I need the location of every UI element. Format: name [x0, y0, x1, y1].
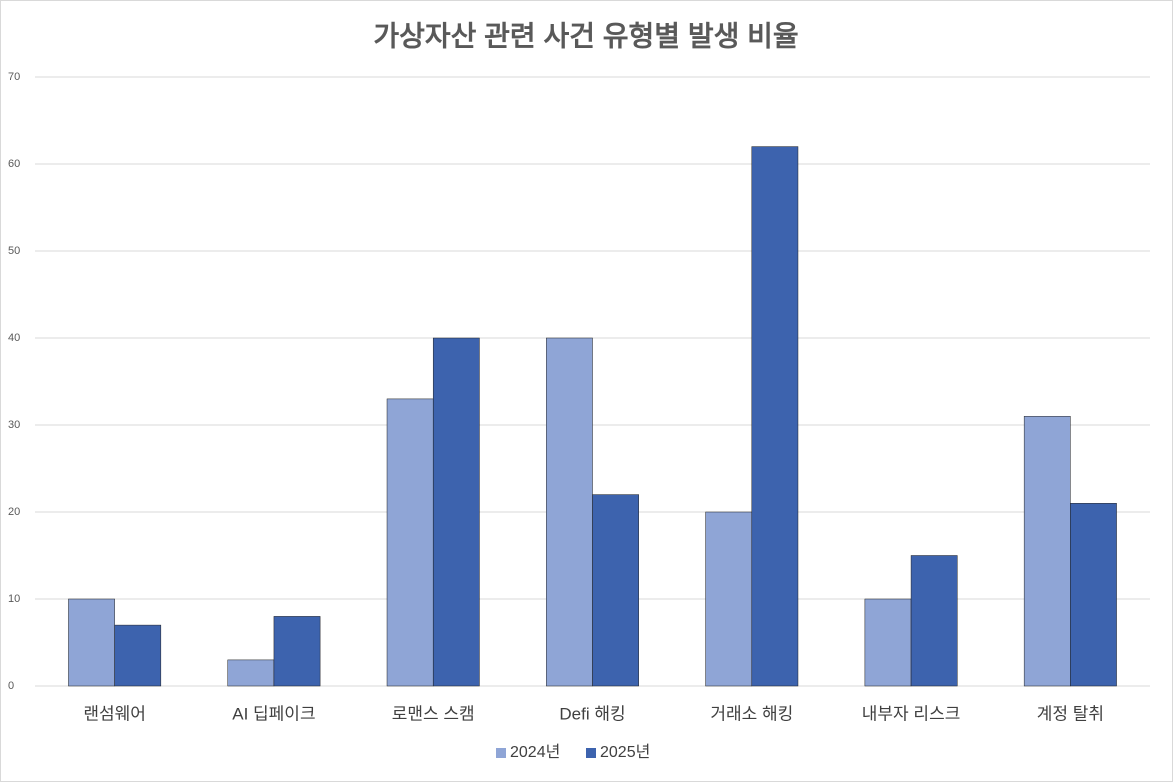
legend-swatch	[496, 748, 506, 758]
x-tick-label: Defi 해킹	[559, 704, 625, 723]
bar	[910, 555, 958, 687]
bar	[432, 337, 480, 687]
legend-swatch	[586, 748, 596, 758]
y-tick-label: 40	[8, 332, 20, 344]
y-tick-label: 10	[8, 593, 20, 605]
y-tick-label: 20	[8, 506, 20, 518]
bar	[705, 511, 753, 687]
bar	[227, 659, 275, 687]
x-tick-label: 내부자 리스크	[862, 704, 961, 723]
y-tick-label: 0	[8, 680, 14, 692]
y-tick-label: 70	[8, 71, 20, 83]
x-tick-label: 랜섬웨어	[83, 704, 146, 723]
bar	[386, 398, 434, 687]
bar	[592, 494, 639, 687]
y-tick-label: 30	[8, 419, 20, 431]
bar	[546, 337, 593, 687]
legend-label: 2025년	[600, 743, 650, 761]
bar	[1023, 416, 1071, 687]
bar	[751, 146, 799, 687]
y-tick-label: 60	[8, 158, 20, 170]
bar	[114, 624, 162, 687]
x-tick-label: AI 딥페이크	[232, 704, 315, 723]
chart-title: 가상자산 관련 사건 유형별 발생 비율	[373, 20, 798, 51]
x-tick-label: 로맨스 스캠	[392, 704, 475, 723]
bar	[68, 598, 115, 687]
bar	[1070, 503, 1117, 687]
x-tick-label: 계정 탈취	[1037, 704, 1104, 723]
bar	[273, 616, 321, 687]
y-tick-label: 50	[8, 245, 20, 257]
bar	[864, 598, 912, 687]
x-tick-label: 거래소 해킹	[710, 704, 793, 723]
legend-label: 2024년	[510, 743, 560, 761]
